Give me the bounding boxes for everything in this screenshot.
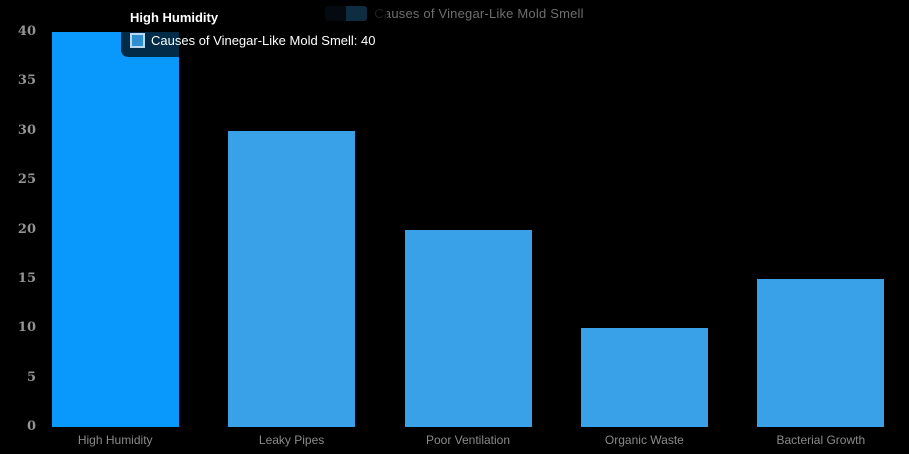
x-axis-label-bacterial-growth: Bacterial Growth [776,433,866,447]
y-tick-label-35: 35 [17,73,36,89]
x-axis-label-high-humidity: High Humidity [77,433,153,447]
legend-item[interactable]: Causes of Vinegar-Like Mold Smell [0,6,909,21]
bar-poor-ventilation[interactable] [404,229,532,427]
bar-bacterial-growth[interactable] [757,278,885,427]
y-tick-label-5: 5 [26,369,36,385]
y-tick-label-20: 20 [17,221,36,237]
x-axis-label-leaky-pipes: Leaky Pipes [258,433,325,447]
y-tick-label-30: 30 [17,122,36,138]
x-axis-label-organic-waste: Organic Waste [604,433,684,447]
bar-organic-waste[interactable] [580,328,708,427]
legend-swatch-dark [325,6,347,21]
y-tick-label-0: 0 [26,419,36,434]
bar-high-humidity[interactable] [51,32,179,427]
y-tick-label-25: 25 [17,172,36,188]
bar-leaky-pipes[interactable] [228,130,356,427]
y-tick-label-15: 15 [17,270,36,286]
legend-swatch-blue [346,6,368,21]
y-tick-label-40: 40 [17,24,36,39]
y-tick-label-10: 10 [17,320,36,336]
tooltip-series-value: Causes of Vinegar-Like Mold Smell: 40 [151,33,376,48]
legend-label: Causes of Vinegar-Like Mold Smell [374,6,584,21]
x-axis-label-poor-ventilation: Poor Ventilation [425,433,511,447]
